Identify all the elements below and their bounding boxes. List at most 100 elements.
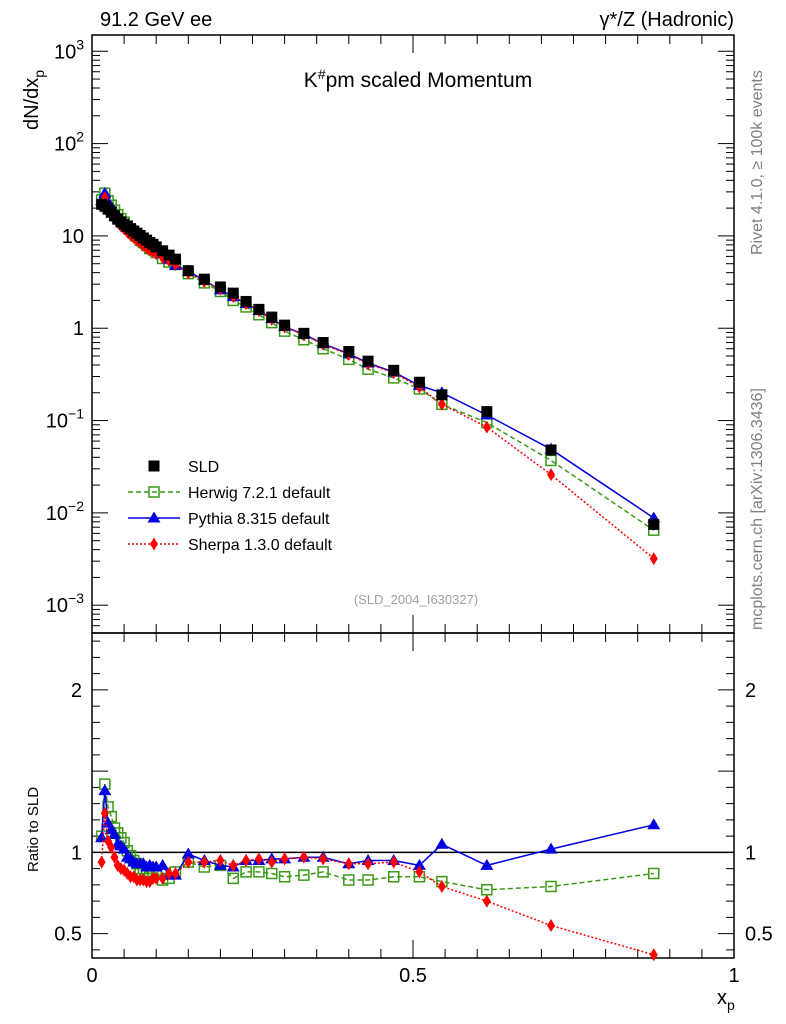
header-left: 91.2 GeV ee — [100, 9, 212, 31]
sherpa-ratio-point — [184, 855, 193, 869]
sld-point — [298, 327, 310, 339]
y-tick-label: 102 — [54, 129, 84, 156]
sherpa-ratio-point — [364, 857, 373, 871]
sherpa-ratio-point — [165, 867, 174, 880]
sherpa-line — [100, 195, 655, 560]
herwig-ratio-point — [298, 869, 310, 881]
sherpa-ratio-point — [242, 854, 251, 867]
sld-point — [279, 319, 291, 331]
sld-point — [227, 287, 239, 299]
sherpa-ratio-point — [152, 871, 161, 885]
legend-marker-sherpa — [150, 537, 158, 551]
sherpa-ratio-point — [100, 806, 109, 820]
sherpa-point — [482, 420, 491, 434]
ratio-tick-label-left: 2 — [71, 680, 82, 702]
mcplots-credit: mcplots.cern.ch [arXiv:1306.3436] — [749, 388, 766, 630]
herwig-ratio-point — [648, 867, 660, 880]
ratio-y-axis-label: Ratio to SLD — [25, 787, 42, 872]
sld-point — [253, 303, 265, 315]
sld-point — [240, 295, 252, 307]
y-tick-label: 1 — [73, 318, 84, 340]
series-group — [95, 186, 661, 962]
sld-point — [157, 245, 169, 257]
herwig-line — [100, 191, 655, 531]
sherpa-ratio-point — [97, 855, 106, 869]
sherpa-ratio-point — [171, 867, 180, 880]
herwig-point — [545, 454, 557, 467]
herwig-ratio-point — [545, 880, 557, 893]
rivet-credit: Rivet 4.1.0, ≥ 100k events — [749, 70, 766, 255]
y-tick-label: 10−2 — [46, 498, 84, 525]
pythia-ratio-point — [107, 828, 121, 839]
y-tick-label: 10 — [62, 226, 84, 248]
pythia-ratio-point — [98, 784, 112, 796]
x-tick-label: 1 — [728, 965, 739, 987]
legend-label-herwig: Herwig 7.2.1 default — [188, 485, 331, 502]
x-tick-label: 0 — [86, 965, 97, 987]
sherpa-ratio-point — [389, 855, 398, 869]
sld-point — [150, 241, 162, 253]
sherpa-ratio-point — [254, 852, 263, 866]
pythia-ratio-line — [100, 790, 654, 876]
pythia-ratio-point — [435, 837, 449, 849]
herwig-ratio-point — [362, 874, 374, 886]
sld-point — [545, 444, 557, 456]
sherpa-ratio-point — [216, 854, 225, 867]
herwig-ratio-point — [317, 866, 329, 878]
sherpa-ratio-point — [547, 919, 556, 932]
sherpa-ratio-point — [482, 894, 491, 908]
legend-marker-herwig — [148, 486, 160, 498]
ratio-tick-label-right: 0.5 — [745, 924, 773, 946]
sld-point — [182, 265, 194, 277]
chart-title: K#pm scaled Momentum — [304, 66, 532, 92]
legend-label-pythia: Pythia 8.315 default — [188, 511, 330, 528]
pythia-ratio-point — [544, 842, 558, 854]
sld-point — [481, 406, 493, 418]
y-tick-label: 10−3 — [46, 590, 84, 617]
herwig-ratio-line — [100, 783, 654, 891]
sld-point — [266, 311, 278, 323]
legend-label-sherpa: Sherpa 1.3.0 default — [188, 537, 333, 554]
legend-label-sld: SLD — [188, 459, 219, 476]
sld-point — [388, 364, 400, 376]
pythia-ratio-point — [412, 858, 426, 870]
sherpa-ratio-point — [158, 871, 167, 885]
sld-point — [648, 518, 660, 530]
sherpa-ratio-point — [319, 852, 328, 866]
sherpa-ratio-point — [107, 841, 116, 854]
sherpa-point — [547, 468, 556, 482]
sherpa-ratio-line — [100, 813, 655, 956]
sld-point — [413, 376, 425, 388]
pythia-ratio-point — [156, 858, 170, 870]
sld-point — [343, 345, 355, 357]
herwig-ratio-point — [278, 871, 291, 883]
herwig-ratio-point — [387, 871, 400, 883]
legend-marker-pythia — [147, 511, 161, 523]
herwig-ratio-point — [253, 866, 265, 878]
sld-point — [436, 389, 448, 401]
sld-point — [169, 253, 181, 265]
x-axis-label: xp — [717, 987, 735, 1013]
sld-point — [362, 355, 374, 367]
legend-marker-sld — [148, 460, 160, 472]
sherpa-ratio-point — [649, 948, 658, 962]
sld-point — [198, 273, 210, 285]
sherpa-ratio-point — [299, 850, 308, 864]
sld-point — [214, 281, 226, 293]
pythia-ratio-point — [647, 818, 661, 830]
pythia-ratio-point — [480, 858, 494, 870]
y-tick-label: 10−1 — [46, 406, 84, 433]
sherpa-point — [649, 552, 658, 566]
sherpa-ratio-point — [437, 880, 446, 893]
pythia-ratio-point — [181, 847, 195, 859]
sherpa-ratio-point — [415, 865, 424, 879]
y-axis-label: dN/dxp — [21, 70, 47, 130]
header-right: γ*/Z (Hadronic) — [600, 9, 734, 31]
sherpa-ratio-point — [110, 850, 119, 864]
ratio-tick-label-left: 0.5 — [54, 924, 82, 946]
sherpa-ratio-point — [229, 858, 238, 872]
sld-point — [163, 249, 175, 261]
herwig-ratio-point — [227, 872, 239, 885]
pythia-ratio-point — [95, 831, 109, 843]
